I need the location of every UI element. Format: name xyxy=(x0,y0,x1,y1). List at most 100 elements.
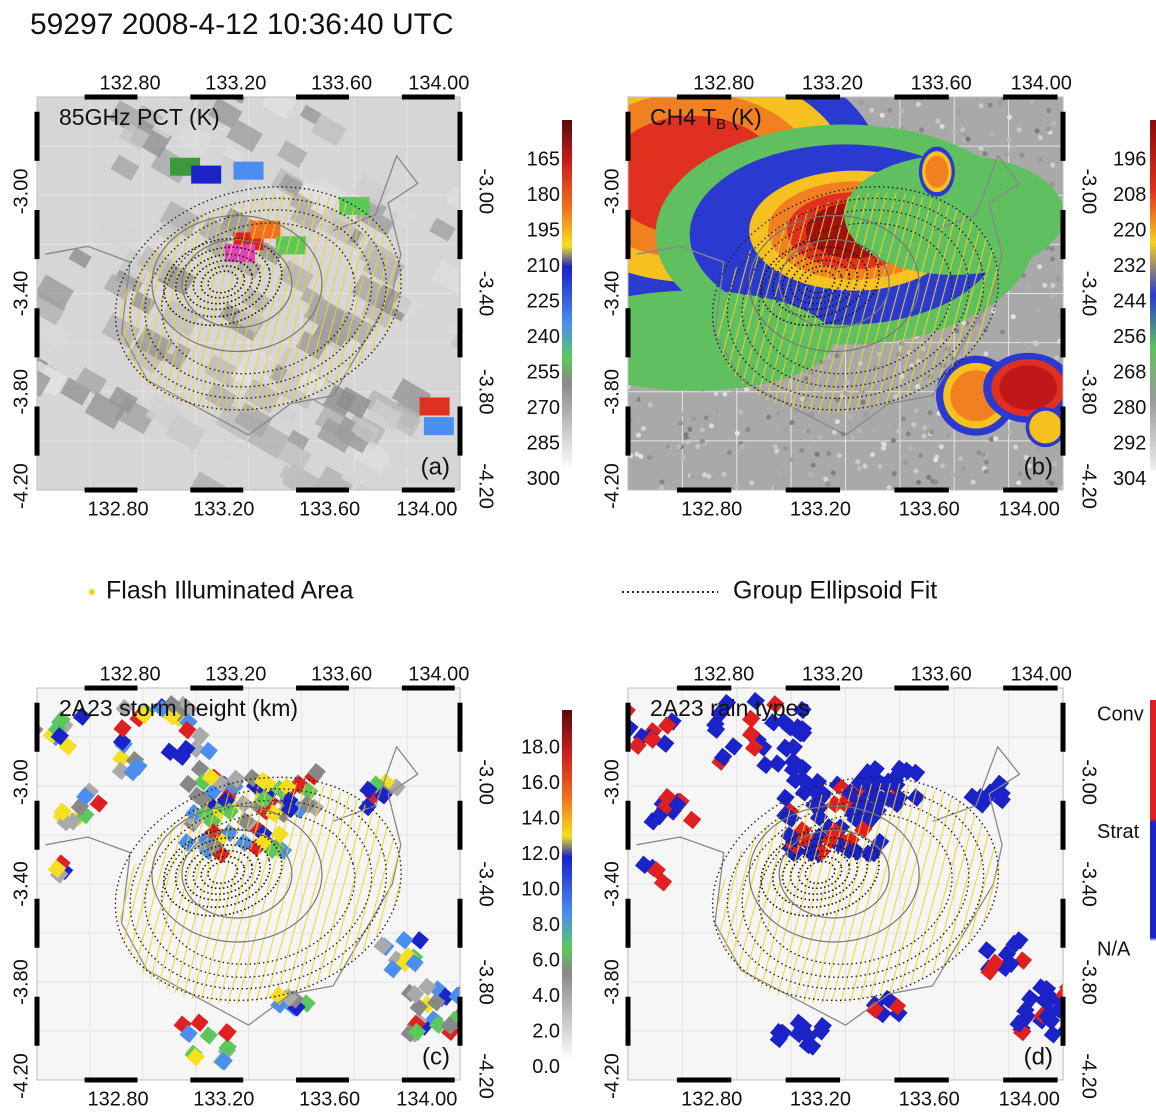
colorbar-label: 180 xyxy=(527,184,560,206)
pixel xyxy=(0,325,4,347)
lon-tick-label: 133.20 xyxy=(193,1088,254,1110)
lat-tick-label: -3.00 xyxy=(601,169,623,215)
speckle xyxy=(984,469,989,474)
speckle xyxy=(951,129,956,134)
lon-tick-label: 132.80 xyxy=(693,72,754,94)
speckle xyxy=(632,397,637,402)
speckle xyxy=(1011,145,1016,150)
speckle xyxy=(870,452,875,457)
speckle xyxy=(891,425,896,430)
speckle xyxy=(1013,445,1018,450)
speckle xyxy=(638,454,643,459)
colorbar xyxy=(1150,700,1156,1060)
lat-tick-label: -3.40 xyxy=(475,861,497,907)
speckle xyxy=(990,132,995,137)
lat-tick-label: -4.20 xyxy=(1078,463,1100,509)
speckle xyxy=(887,485,892,490)
colorbar xyxy=(562,710,572,1060)
speckle xyxy=(783,427,788,432)
speckle xyxy=(799,448,804,453)
speckle xyxy=(981,452,986,457)
speckle xyxy=(916,102,921,107)
speckle xyxy=(907,446,912,451)
speckle xyxy=(869,108,874,113)
speckle xyxy=(781,477,786,482)
lat-tick-label: -3.80 xyxy=(10,369,32,415)
colorbar-label: 195 xyxy=(527,219,560,241)
speckle xyxy=(859,100,864,105)
speckle xyxy=(789,457,794,462)
speckle xyxy=(1017,127,1022,132)
colorbar-label: 285 xyxy=(527,432,560,454)
page: {"title": "59297 2008-4-12 10:36:40 UTC"… xyxy=(0,0,1156,1113)
lon-tick-label: 134.00 xyxy=(1011,72,1072,94)
speckle xyxy=(862,464,867,469)
colorbar-label: 4.0 xyxy=(532,985,560,1007)
speckle xyxy=(783,446,788,451)
lon-tick-label: 132.80 xyxy=(681,1088,742,1110)
speckle xyxy=(749,481,754,486)
lon-tick-label: 133.60 xyxy=(299,498,360,520)
speckle xyxy=(721,472,726,477)
speckle xyxy=(1008,430,1013,435)
speckle xyxy=(727,450,732,455)
speckle xyxy=(1007,115,1012,120)
speckle xyxy=(774,449,779,454)
lon-tick-label: 132.80 xyxy=(99,72,160,94)
colorbar-label: 300 xyxy=(527,468,560,490)
speckle xyxy=(1006,137,1011,142)
speckle xyxy=(926,475,931,480)
panel-title: 2A23 rain types xyxy=(650,695,810,721)
speckle xyxy=(1016,480,1021,485)
speckle xyxy=(1020,343,1025,348)
lon-tick-label: 133.60 xyxy=(911,72,972,94)
speckle xyxy=(715,409,720,414)
speckle xyxy=(685,439,690,444)
colorbar-label: 10.0 xyxy=(521,878,560,900)
speckle xyxy=(1050,283,1055,288)
speckle xyxy=(818,435,823,440)
speckle xyxy=(776,411,781,416)
colorbar-label: 255 xyxy=(527,361,560,383)
speckle xyxy=(690,474,695,479)
speckle xyxy=(1036,307,1041,312)
speckle xyxy=(691,417,696,422)
lon-tick-label: 134.00 xyxy=(999,498,1060,520)
colorbar-label: 196 xyxy=(1113,148,1146,170)
speckle xyxy=(1049,481,1054,486)
speckle xyxy=(740,425,745,430)
speckle xyxy=(857,428,862,433)
speckle xyxy=(957,110,962,115)
lat-tick-label: -3.80 xyxy=(601,369,623,415)
speckle xyxy=(1053,461,1058,466)
speckle xyxy=(979,103,984,108)
panel-title: CH4 TB(K) xyxy=(650,104,762,133)
lat-tick-label: -3.80 xyxy=(601,959,623,1005)
speckle xyxy=(922,434,927,439)
speckle xyxy=(831,470,836,475)
speckle xyxy=(958,456,963,461)
lon-tick-label: 132.80 xyxy=(681,498,742,520)
speckle xyxy=(745,427,750,432)
colorbar-label: 244 xyxy=(1113,290,1146,312)
speckle xyxy=(1030,296,1035,301)
speckle xyxy=(1034,341,1039,346)
speckle xyxy=(1052,121,1057,126)
speckle xyxy=(877,464,882,469)
pixel xyxy=(477,215,502,238)
panel-title-subscript: B xyxy=(716,116,726,133)
pixel xyxy=(315,548,346,577)
colorbar-label: 16.0 xyxy=(521,772,560,794)
colorbar-label: Conv xyxy=(1097,703,1144,725)
speckle xyxy=(702,472,707,477)
pixel xyxy=(164,54,197,84)
lat-tick-label: -3.80 xyxy=(475,959,497,1005)
colorbar-label: 14.0 xyxy=(521,807,560,829)
speckle xyxy=(647,455,652,460)
lon-tick-label: 133.60 xyxy=(911,663,972,685)
panel-title-unit: (K) xyxy=(731,104,762,130)
lon-tick-label: 133.60 xyxy=(311,72,372,94)
colorbar-label: 0.0 xyxy=(532,1056,560,1078)
colorbar-label: 240 xyxy=(527,326,560,348)
speckle xyxy=(713,391,718,396)
